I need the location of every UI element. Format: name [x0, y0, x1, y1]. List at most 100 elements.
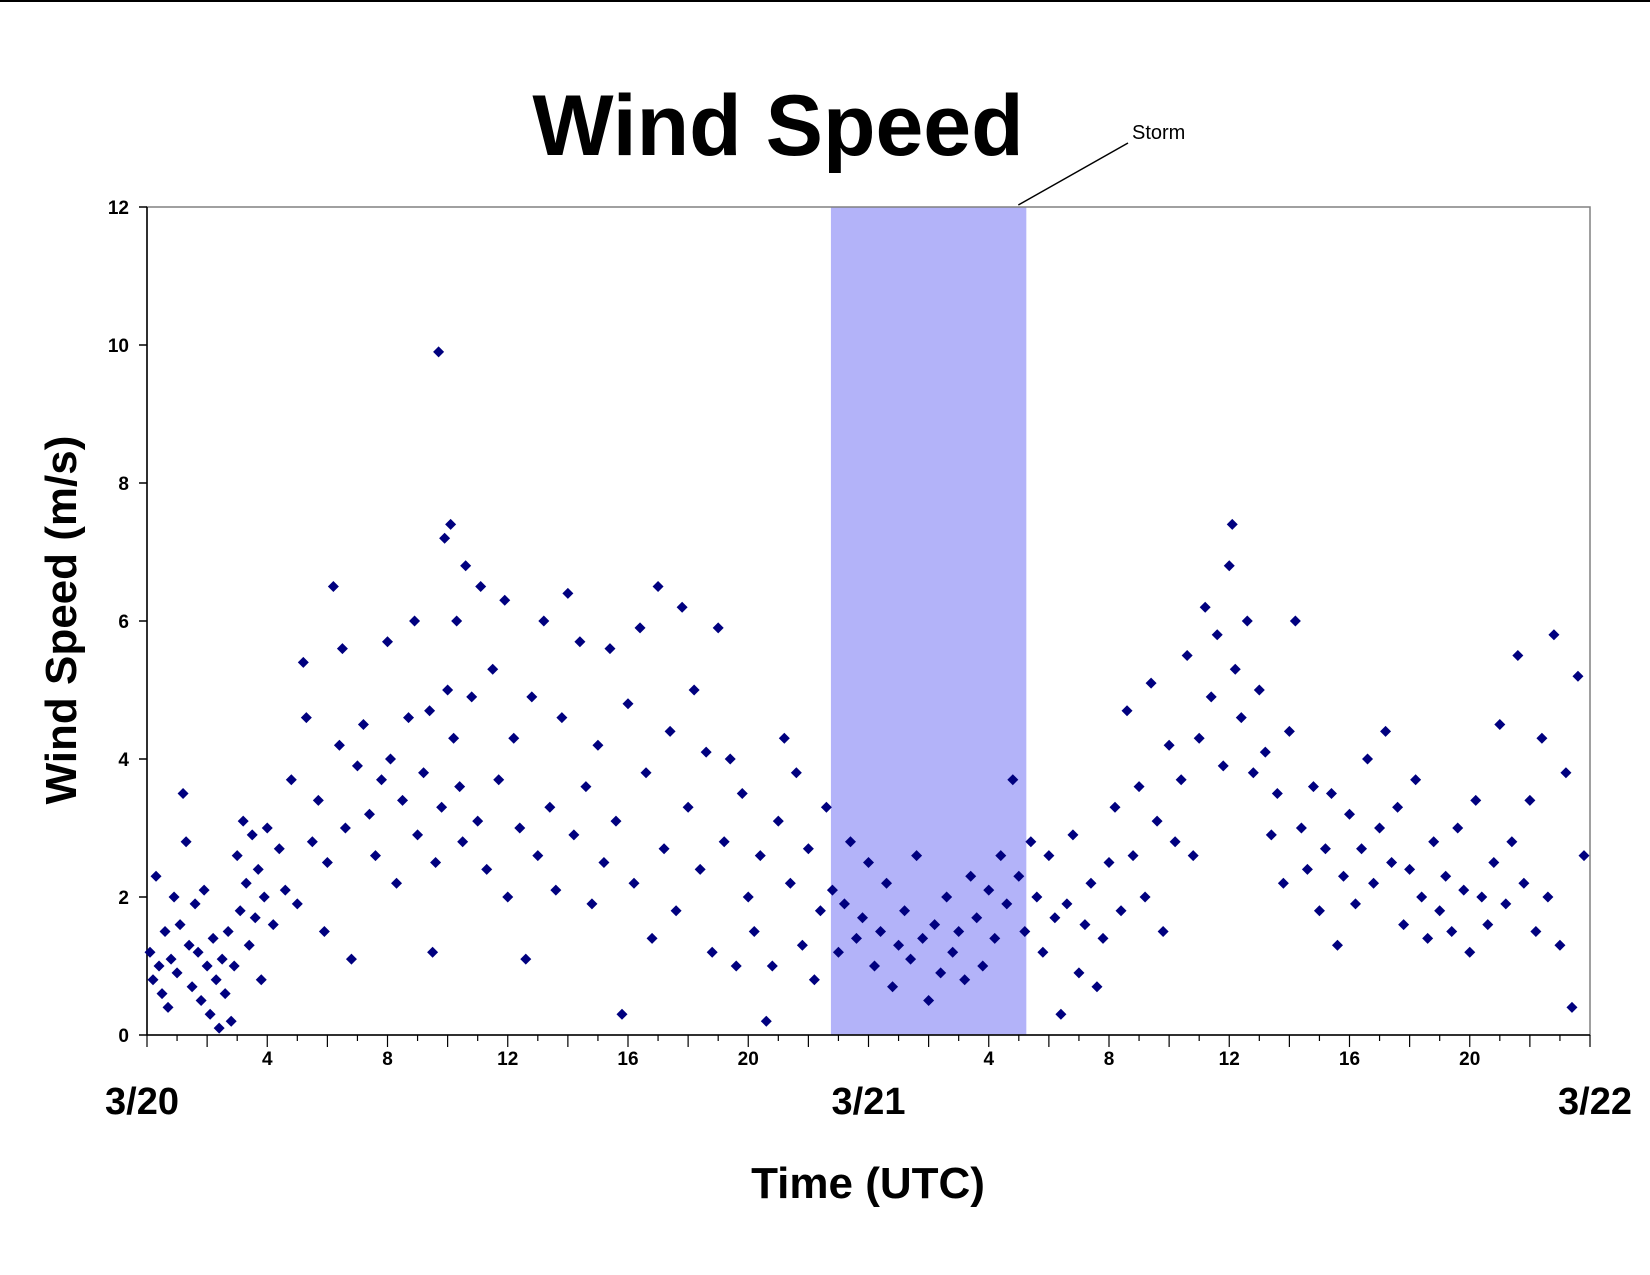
data-point: [273, 843, 285, 855]
data-point: [1319, 843, 1331, 855]
data-point: [351, 760, 363, 772]
data-point: [532, 850, 544, 862]
data-point: [1037, 946, 1049, 958]
data-point: [887, 981, 899, 993]
data-point: [339, 822, 351, 834]
data-point: [820, 801, 832, 813]
data-point: [1374, 822, 1386, 834]
data-point: [953, 926, 965, 937]
data-point: [562, 587, 574, 599]
y-tick-label: 0: [118, 1026, 129, 1047]
data-point: [1205, 691, 1217, 703]
data-point: [240, 877, 252, 889]
data-point: [1362, 753, 1374, 765]
data-point: [255, 974, 267, 986]
data-point: [682, 801, 694, 813]
data-point: [688, 684, 700, 696]
data-point: [676, 601, 688, 613]
data-point: [180, 836, 192, 848]
data-point: [336, 643, 348, 655]
data-point: [508, 732, 520, 744]
data-point: [1097, 932, 1109, 944]
data-point: [1572, 670, 1584, 682]
data-point: [231, 850, 243, 862]
y-tick-label: 10: [108, 336, 129, 357]
data-point: [604, 643, 616, 655]
data-point: [514, 822, 526, 834]
data-point: [730, 960, 742, 972]
data-point: [1157, 926, 1169, 937]
data-point: [911, 850, 923, 862]
data-point: [345, 953, 357, 965]
data-point: [1458, 884, 1470, 896]
data-point: [1500, 898, 1512, 910]
data-point: [1542, 891, 1554, 903]
data-point: [1386, 857, 1398, 868]
y-tick-label: 2: [118, 888, 129, 909]
data-point: [1265, 829, 1277, 841]
axes: 0 2 4 6 8 10 12 4 8 12 16 20 4 8 12 16 20 3/20 3/21 3/22: [105, 198, 1632, 1123]
data-point: [460, 560, 472, 572]
data-point: [1019, 926, 1031, 937]
data-point: [249, 912, 261, 924]
data-point: [995, 850, 1007, 862]
data-point: [574, 636, 586, 648]
data-point: [228, 960, 240, 972]
data-point: [234, 905, 246, 917]
data-point: [754, 850, 766, 862]
data-point: [1560, 767, 1572, 779]
data-point: [1061, 898, 1073, 910]
data-point: [204, 1008, 216, 1020]
data-point: [285, 774, 297, 786]
data-point: [905, 953, 917, 965]
data-point: [1289, 615, 1301, 627]
data-point: [670, 905, 682, 917]
data-point: [409, 615, 421, 627]
data-point: [917, 932, 929, 944]
x-tick-label: 4: [262, 1049, 273, 1070]
data-point: [210, 974, 222, 986]
data-point: [225, 1015, 237, 1027]
data-point: [1247, 767, 1259, 779]
data-point: [243, 939, 255, 951]
data-point: [1446, 926, 1458, 937]
data-point: [382, 636, 393, 648]
data-point: [1049, 912, 1061, 924]
data-point: [1217, 760, 1229, 772]
y-tick-label: 8: [118, 474, 129, 495]
data-point: [493, 774, 505, 786]
data-point: [616, 1008, 628, 1020]
data-point: [472, 815, 484, 827]
data-point: [1277, 877, 1289, 889]
data-point: [1121, 705, 1133, 717]
data-point: [766, 960, 778, 972]
data-point: [1223, 560, 1235, 572]
data-point: [1350, 898, 1362, 910]
x-tick-label: 16: [617, 1049, 638, 1070]
data-point: [216, 953, 228, 965]
data-point: [291, 898, 303, 910]
data-point: [881, 877, 893, 889]
data-point: [357, 719, 369, 730]
data-point: [1518, 877, 1530, 889]
x-tick-label: 4: [983, 1049, 994, 1070]
x-tick-label: 20: [738, 1049, 759, 1070]
y-tick-label: 4: [118, 750, 129, 771]
data-point: [144, 946, 156, 958]
data-point: [724, 753, 736, 765]
data-point: [168, 891, 180, 903]
data-point: [502, 891, 514, 903]
data-point: [538, 615, 550, 627]
x-tick-label: 12: [1219, 1049, 1240, 1070]
data-point: [556, 712, 568, 724]
data-point: [1313, 905, 1325, 917]
data-point: [832, 946, 844, 958]
data-point: [1283, 725, 1295, 737]
data-point: [856, 912, 868, 924]
x-tick-label: 16: [1339, 1049, 1360, 1070]
data-point: [466, 691, 478, 703]
data-point: [1331, 939, 1343, 951]
data-point: [622, 698, 634, 710]
